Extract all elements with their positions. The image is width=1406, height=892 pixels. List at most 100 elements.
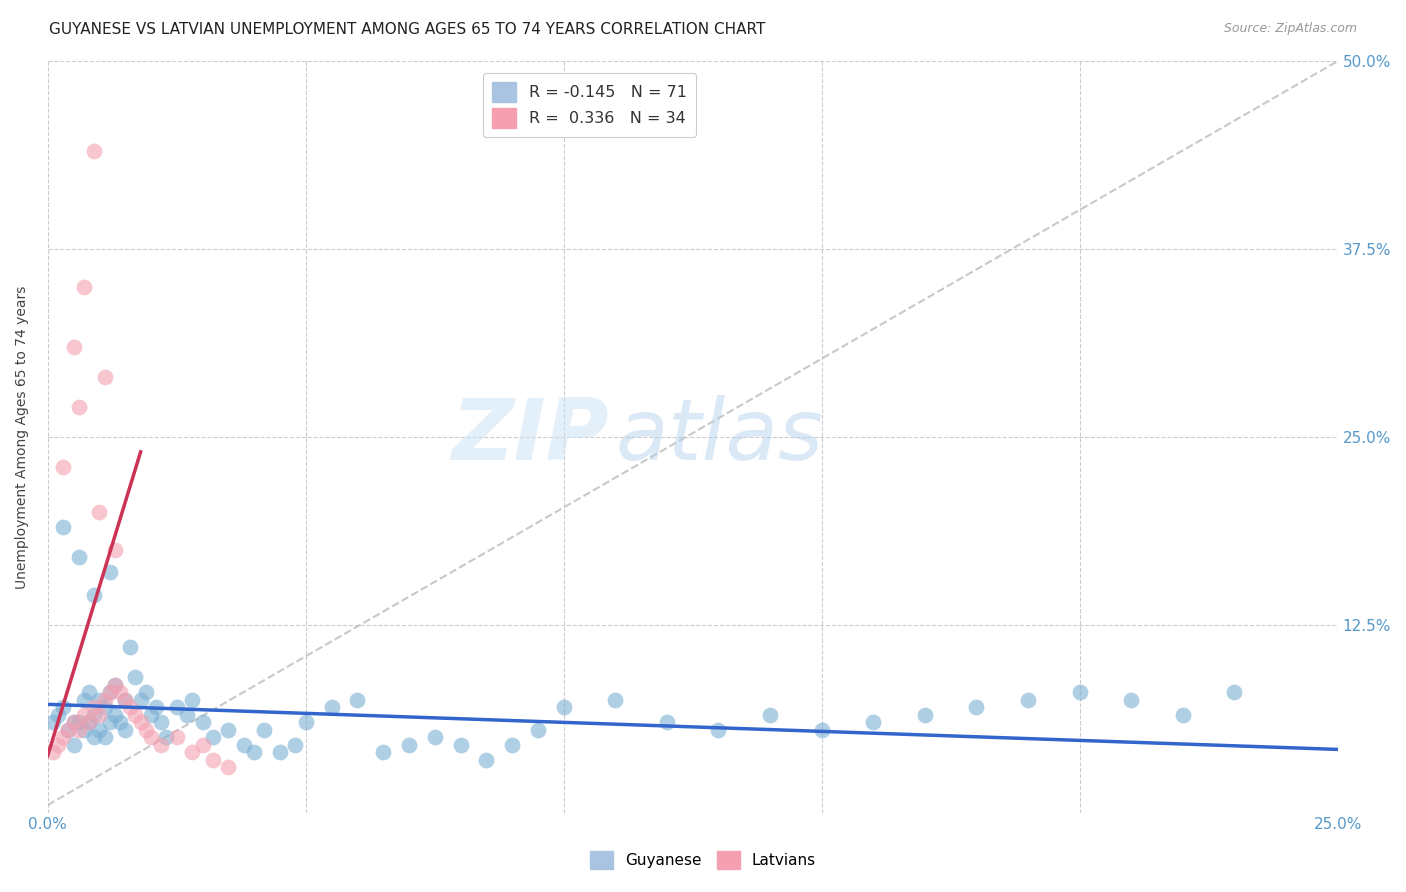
Point [83,731,105,745]
Point [759,707,782,722]
Point [62,340,84,354]
Point [191,715,214,730]
Point [129,693,152,707]
Point [253,723,276,737]
Point [67,723,90,737]
Text: GUYANESE VS LATVIAN UNEMPLOYMENT AMONG AGES 65 TO 74 YEARS CORRELATION CHART: GUYANESE VS LATVIAN UNEMPLOYMENT AMONG A… [49,22,766,37]
Point [58,723,80,737]
Point [114,693,136,707]
Point [527,723,550,737]
Point [191,738,214,752]
Point [104,678,127,692]
Point [217,723,239,737]
Point [89,707,111,722]
Point [77,715,100,730]
Point [93,700,115,714]
Point [129,715,152,730]
Point [114,693,136,707]
Point [46,738,69,752]
Point [135,685,157,699]
Point [89,505,111,519]
Point [52,700,75,714]
Point [321,700,343,714]
Point [201,731,224,745]
Point [67,715,90,730]
Point [104,707,127,722]
Point [52,459,75,474]
Point [176,707,198,722]
Point [166,700,188,714]
Point [294,715,316,730]
Point [150,738,173,752]
Point [1223,685,1246,699]
Point [93,369,115,384]
Point [124,670,146,684]
Point [52,520,75,534]
Point [108,685,131,699]
Point [62,715,84,730]
Point [89,723,111,737]
Point [93,731,115,745]
Point [98,565,121,579]
Point [201,753,224,767]
Point [475,753,498,767]
Point [62,715,84,730]
Point [139,707,162,722]
Point [77,685,100,699]
Point [89,693,111,707]
Point [93,693,115,707]
Point [77,715,100,730]
Point [104,542,127,557]
Point [83,145,105,159]
Legend: Guyanese, Latvians: Guyanese, Latvians [583,845,823,875]
Point [98,685,121,699]
Y-axis label: Unemployment Among Ages 65 to 74 years: Unemployment Among Ages 65 to 74 years [15,285,30,589]
Point [67,550,90,565]
Point [73,707,96,722]
Point [135,723,157,737]
Point [553,700,575,714]
Point [217,760,239,774]
Point [181,693,204,707]
Point [42,746,65,760]
Point [120,700,142,714]
Point [58,723,80,737]
Point [707,723,730,737]
Point [914,707,936,722]
Point [166,731,188,745]
Point [46,707,69,722]
Point [104,678,127,692]
Point [98,685,121,699]
Point [73,693,96,707]
Point [501,738,523,752]
Point [67,400,90,414]
Point [62,738,84,752]
Point [423,731,446,745]
Point [371,746,394,760]
Point [346,693,368,707]
Point [655,715,678,730]
Point [1069,685,1091,699]
Point [120,640,142,655]
Text: ZIP: ZIP [451,395,609,478]
Point [398,738,420,752]
Point [1121,693,1143,707]
Point [73,279,96,293]
Point [269,746,291,760]
Point [114,723,136,737]
Point [108,715,131,730]
Point [83,700,105,714]
Point [862,715,884,730]
Point [124,707,146,722]
Text: Source: ZipAtlas.com: Source: ZipAtlas.com [1223,22,1357,36]
Point [284,738,307,752]
Point [73,723,96,737]
Point [181,746,204,760]
Point [155,731,177,745]
Point [52,731,75,745]
Point [605,693,627,707]
Point [150,715,173,730]
Point [810,723,832,737]
Point [83,707,105,722]
Point [139,731,162,745]
